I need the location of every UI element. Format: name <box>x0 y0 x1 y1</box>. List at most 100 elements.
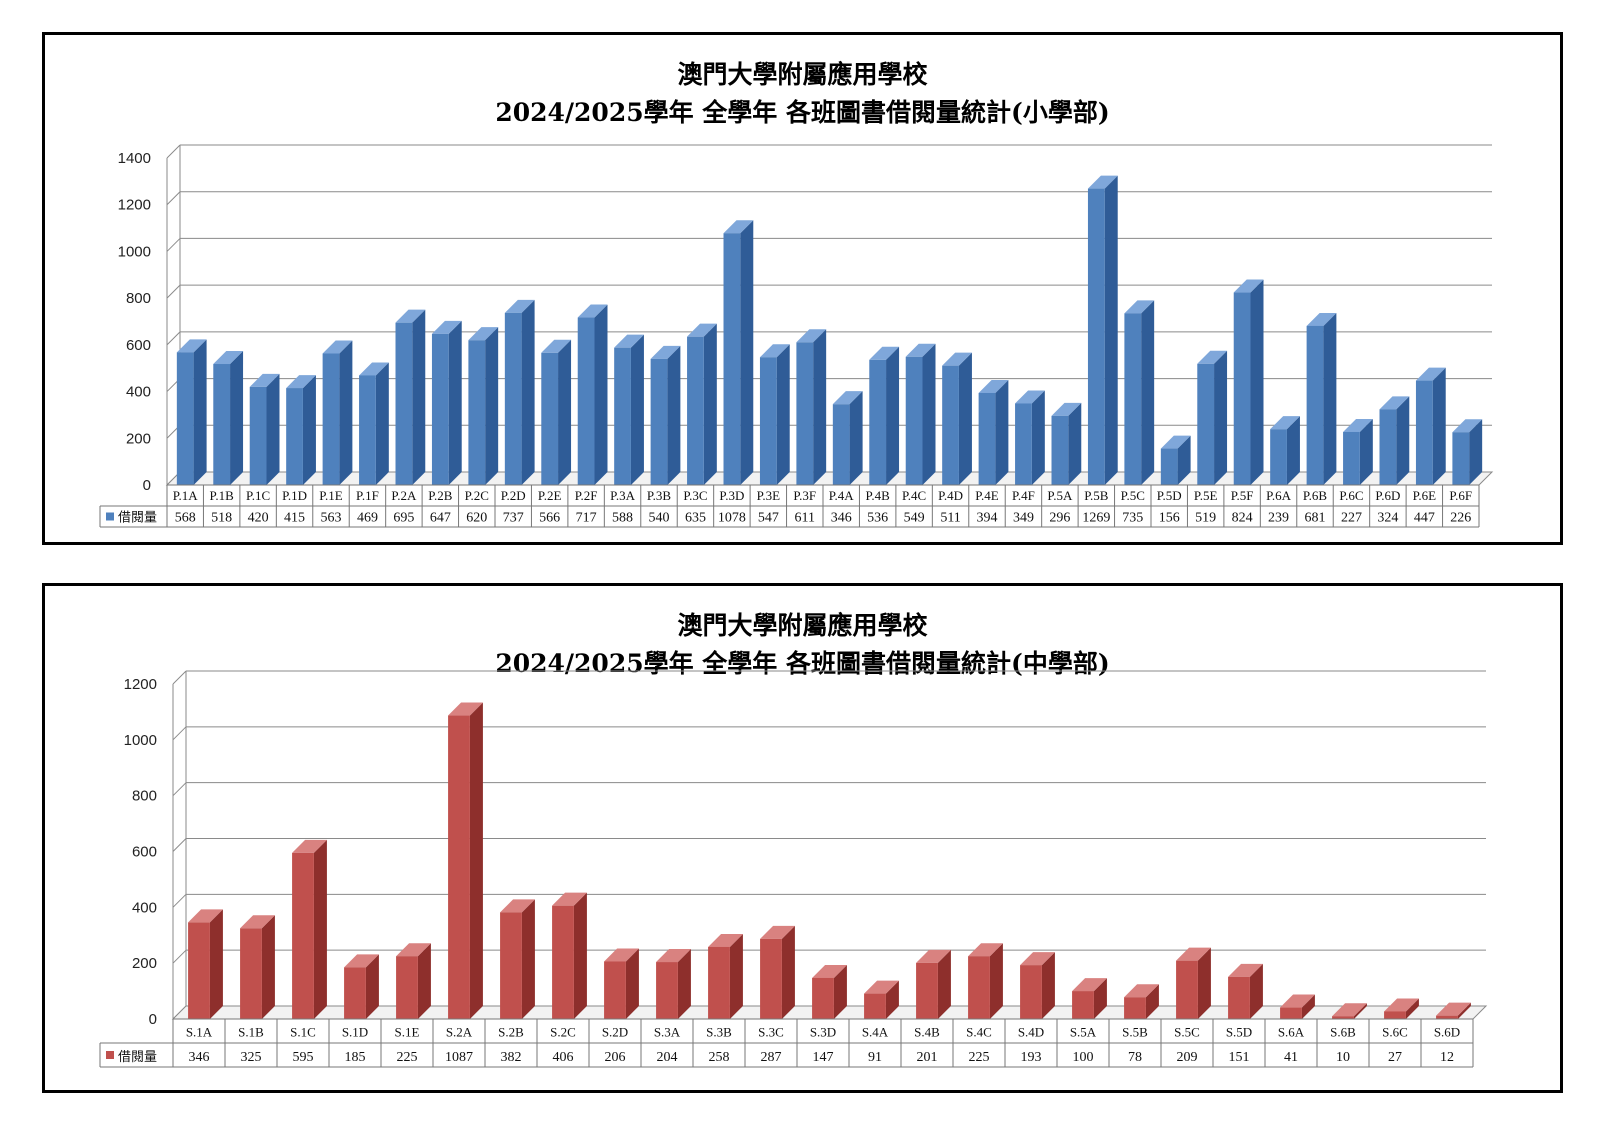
category-label: S.6D <box>1434 1024 1460 1039</box>
bar-front <box>1124 997 1146 1019</box>
bar <box>468 327 499 485</box>
data-label: 204 <box>657 1050 678 1065</box>
bar-side <box>230 351 244 485</box>
bar-side <box>1396 396 1410 485</box>
data-label: 735 <box>1122 511 1143 526</box>
bar-front <box>577 317 595 485</box>
category-label: S.1A <box>186 1024 213 1039</box>
data-label: 647 <box>430 511 451 526</box>
bar <box>577 304 608 485</box>
category-label: S.5C <box>1174 1024 1200 1039</box>
category-label: S.6C <box>1382 1024 1408 1039</box>
bar-side <box>1353 1003 1367 1019</box>
bar-front <box>359 375 376 485</box>
bar-side <box>833 964 847 1019</box>
y-tick-label: 0 <box>143 477 151 494</box>
category-label: P.4A <box>829 488 855 503</box>
category-label: P.6F <box>1449 488 1472 503</box>
bar-top <box>1384 998 1419 1012</box>
bar-side <box>1405 998 1419 1019</box>
y-tick-label: 800 <box>126 290 151 307</box>
data-label: 201 <box>917 1050 938 1065</box>
bar-top <box>604 948 639 962</box>
category-label: S.4B <box>914 1024 940 1039</box>
bar <box>395 309 426 485</box>
bar <box>286 375 316 485</box>
bar <box>1415 367 1446 485</box>
bar-front <box>1343 431 1360 485</box>
chart-panel-primary: 澳門大學附屬應用學校 2024/2025學年 全學年 各班圖書借閱量統計(小學部… <box>42 32 1563 545</box>
bar-front <box>1124 313 1142 485</box>
y-tick-label: 400 <box>132 899 157 916</box>
gridline-depth <box>166 238 181 252</box>
bar-side <box>813 329 827 485</box>
category-label: S.5D <box>1226 1024 1252 1039</box>
bar-front <box>1415 380 1433 485</box>
data-label: 185 <box>345 1050 366 1065</box>
data-label: 239 <box>1268 511 1289 526</box>
category-label: S.1D <box>342 1024 368 1039</box>
data-label: 519 <box>1195 511 1216 526</box>
bar-top <box>1436 1002 1471 1016</box>
bar <box>249 373 280 485</box>
data-label: 151 <box>1229 1050 1250 1065</box>
chart-title: 澳門大學附屬應用學校 <box>677 611 928 640</box>
bar <box>1020 952 1055 1019</box>
category-label: S.3C <box>758 1024 784 1039</box>
bar-front <box>176 352 194 485</box>
bar-front <box>1436 1015 1458 1019</box>
data-label: 206 <box>605 1050 626 1065</box>
category-label: P.4F <box>1012 488 1035 503</box>
gridline-depth <box>172 782 187 797</box>
data-label: 563 <box>321 511 342 526</box>
data-label: 100 <box>1073 1050 1094 1065</box>
bar-front <box>249 386 267 485</box>
bar-top <box>796 329 827 343</box>
bar-front <box>1233 292 1251 485</box>
bar-front <box>832 404 850 485</box>
bar-top <box>249 373 280 387</box>
bar-side <box>703 323 717 485</box>
bar-front <box>812 977 834 1019</box>
data-label: 227 <box>1341 511 1362 526</box>
bar-top <box>1160 435 1191 449</box>
bar <box>448 702 483 1019</box>
bar-top <box>1020 952 1055 966</box>
data-label: 595 <box>293 1050 314 1065</box>
bar <box>500 899 535 1019</box>
bar-top <box>1197 350 1228 364</box>
bar-top <box>1228 963 1263 977</box>
gridline-depth <box>172 838 187 852</box>
legend-swatch <box>106 1051 114 1059</box>
bar-top <box>1379 396 1410 410</box>
category-label: S.2A <box>446 1024 473 1039</box>
y-tick-label: 600 <box>132 844 157 861</box>
data-label: 415 <box>284 511 305 526</box>
gridline-depth <box>166 284 181 299</box>
bar-front <box>1020 965 1042 1019</box>
data-label: 620 <box>466 511 487 526</box>
bar-top <box>1176 947 1211 961</box>
bar-front <box>1270 429 1287 485</box>
bar-top <box>213 351 244 365</box>
data-label: 41 <box>1284 1050 1298 1065</box>
bar-side <box>1068 402 1082 485</box>
bar-side <box>922 343 936 485</box>
bar-side <box>1249 963 1263 1019</box>
bar-side <box>1469 419 1483 485</box>
bar <box>1228 963 1263 1019</box>
bar-side <box>302 375 316 485</box>
data-table: P.1A 568 P.1B 518 P.1C 420 P.1D 415 P.1E 563 P.1F 4… <box>99 484 1480 528</box>
category-label: P.3F <box>793 488 816 503</box>
bar-front <box>869 359 887 485</box>
bar <box>1233 279 1264 485</box>
bar-side <box>776 344 790 485</box>
bar-top <box>812 964 847 978</box>
bar-front <box>864 993 886 1019</box>
bar <box>240 915 275 1019</box>
bar-front <box>650 358 668 485</box>
bar-front <box>1087 188 1105 486</box>
y-tick-label: 200 <box>126 430 151 447</box>
bar-side <box>1197 947 1211 1019</box>
y-tick-label: 1000 <box>124 732 157 749</box>
